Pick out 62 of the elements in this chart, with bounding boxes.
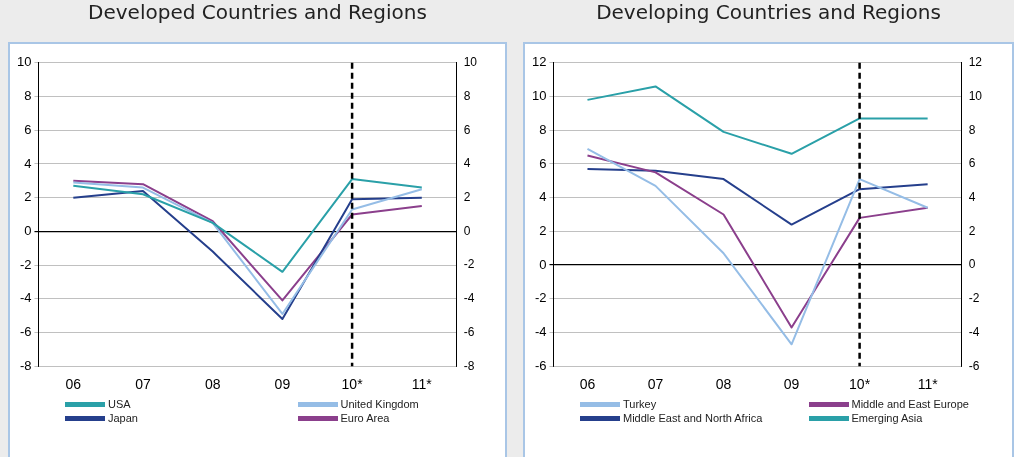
legend-label: Middle East and North Africa [623,412,763,424]
y2-tick-label: -2 [968,291,980,306]
x-tick-label: 06 [65,376,82,393]
legend-label: Turkey [623,398,657,410]
x-tick-label: 09 [274,376,291,393]
y2-tick-label: 10 [463,55,478,70]
y2-tick-label: -8 [463,358,475,373]
x-tick-label: 10* [849,376,871,393]
x-tick-label: 07 [647,376,664,393]
y2-tick-label: -4 [968,324,980,339]
y-tick-label: 4 [24,155,32,171]
y-tick-label: 10 [16,54,32,70]
x-tick-label: 09 [783,376,800,393]
x-tick-label: 08 [715,376,732,393]
legend-label: USA [108,398,131,410]
y2-tick-label: -2 [463,257,475,272]
y-tick-label: 8 [539,121,547,137]
x-tick-label: 11* [411,376,433,393]
y2-tick-label: 0 [463,223,471,238]
y-tick-label: 6 [24,121,32,137]
y2-tick-label: 8 [968,122,976,137]
y-tick-label: 6 [539,155,547,171]
y2-tick-label: 4 [968,189,976,204]
legend-label: Japan [108,412,138,424]
x-tick-label: 07 [135,376,152,393]
chart-title: Developed Countries and Regions [87,0,428,26]
legend-label: Euro Area [340,412,390,424]
legend-label: Middle and East Europe [851,398,969,410]
y2-tick-label: 6 [463,122,471,137]
x-tick-label: 11* [917,376,939,393]
y-tick-label: -6 [19,324,32,340]
y-tick-label: 0 [24,222,32,238]
y2-tick-label: 2 [968,223,976,238]
y2-tick-label: 6 [968,156,976,171]
y-tick-label: 0 [539,256,547,272]
y-tick-label: 12 [531,54,547,70]
y-tick-label: -4 [19,290,32,306]
y-tick-label: -2 [19,256,32,272]
y-tick-label: -6 [534,357,547,373]
y2-tick-label: 12 [968,55,983,70]
x-tick-label: 06 [579,376,596,393]
y-tick-label: -2 [534,290,547,306]
y-tick-label: 2 [24,189,32,205]
y-tick-label: 4 [539,189,547,205]
x-tick-label: 10* [341,376,364,393]
y-tick-label: 10 [531,88,547,104]
y2-tick-label: -6 [463,324,475,339]
legend-label: United Kingdom [340,398,419,410]
chart-title: Developing Countries and Regions [595,0,942,26]
x-tick-label: 08 [204,376,221,393]
y2-tick-label: 10 [968,88,983,103]
y-tick-label: -8 [19,357,32,373]
legend-label: Emerging Asia [851,412,923,424]
y2-tick-label: -6 [968,358,980,373]
y2-tick-label: 8 [463,88,471,103]
y2-tick-label: 0 [968,257,976,272]
y-tick-label: -4 [534,324,547,340]
y2-tick-label: 4 [463,156,471,171]
y2-tick-label: -4 [463,291,475,306]
y-tick-label: 8 [24,88,32,104]
y2-tick-label: 2 [463,189,471,204]
y-tick-label: 2 [539,222,547,238]
